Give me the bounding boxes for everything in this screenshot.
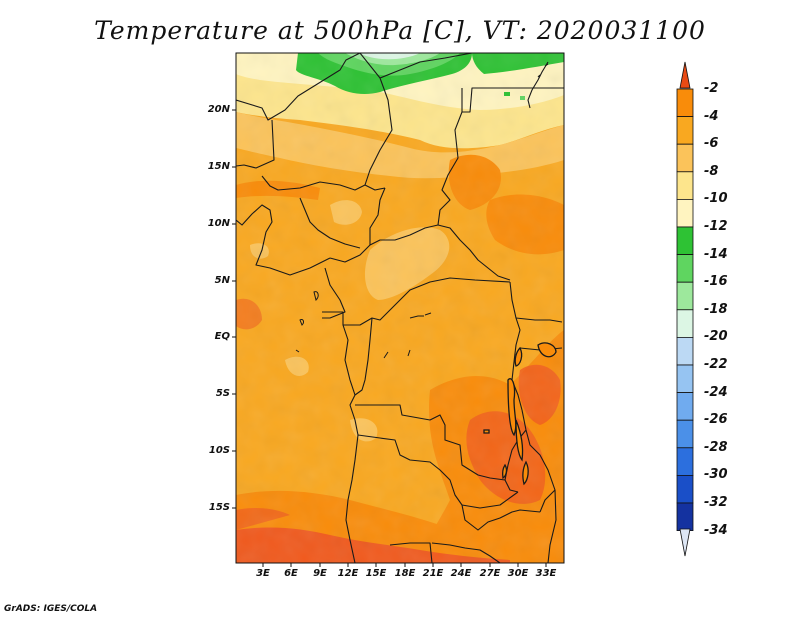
- lon-label-27e: 27E: [479, 568, 501, 579]
- colorbar-label: -22: [704, 357, 728, 372]
- lon-label-12e: 12E: [337, 568, 359, 579]
- colorbar-label: -28: [704, 439, 728, 455]
- colorbar-box: [676, 198, 694, 228]
- colorbar-box: [676, 309, 694, 338]
- colorbar-label: -14: [704, 246, 728, 262]
- colorbar-label: -16: [704, 274, 728, 290]
- lat-label-5s: 5S: [215, 388, 230, 399]
- lat-label-20n: 20N: [207, 104, 230, 115]
- colorbar-box: [676, 447, 694, 476]
- lat-label-5n: 5N: [214, 275, 230, 286]
- colorbar-label: -24: [704, 384, 728, 400]
- chart-title: Temperature at 500hPa [C], VT: 202003110…: [94, 16, 706, 45]
- colorbar-box: [676, 419, 694, 449]
- colorbar-label: -18: [704, 301, 728, 317]
- lon-label-21e: 21E: [422, 568, 444, 579]
- lat-label-10s: 10S: [208, 445, 230, 456]
- lon-label-6e: 6E: [284, 568, 298, 579]
- colorbar-box: [676, 226, 694, 256]
- colorbar-box: [676, 116, 694, 145]
- colorbar-label: -2: [704, 81, 719, 96]
- lon-label-9e: 9E: [313, 568, 327, 579]
- lon-ticks: [262, 563, 547, 567]
- lon-label-30e: 30E: [507, 568, 529, 579]
- lon-label-33e: 33E: [535, 568, 557, 579]
- colorbar-label: -30: [704, 467, 728, 483]
- colorbar-box: [676, 254, 694, 283]
- islands: [295, 291, 432, 359]
- colorbar-label: -26: [704, 412, 728, 428]
- country-borders: [236, 53, 564, 563]
- colorbar-over-arrow: [679, 61, 691, 89]
- lat-label-15s: 15S: [208, 502, 230, 513]
- colorbar-box: [676, 474, 694, 504]
- colorbar-under-arrow: [679, 528, 691, 557]
- colorbar-box: [676, 364, 694, 394]
- colorbar-label: -4: [704, 108, 719, 124]
- lon-label-18e: 18E: [394, 568, 416, 579]
- colorbar-label: -32: [704, 495, 728, 510]
- colorbar-box: [676, 88, 694, 118]
- colorbar-box: [676, 336, 694, 366]
- colorbar-box: [676, 392, 694, 421]
- lon-label-15e: 15E: [365, 568, 387, 579]
- credit-text: GrADS: IGES/COLA: [4, 604, 98, 614]
- colorbar-label: -20: [704, 329, 728, 345]
- coastline-red-sea: [527, 61, 549, 109]
- colorbar: [676, 61, 694, 557]
- lon-label-3e: 3E: [256, 568, 270, 579]
- colorbar-box: [676, 143, 694, 173]
- lat-label-eq: EQ: [214, 331, 230, 342]
- colorbar-label: -10: [704, 191, 728, 207]
- colorbar-label: -6: [704, 136, 719, 152]
- lakes: [483, 342, 557, 486]
- colorbar-box: [676, 281, 694, 311]
- temperature-field: [236, 53, 564, 563]
- colorbar-box: [676, 171, 694, 200]
- colorbar-label: -8: [704, 163, 719, 179]
- lat-label-10n: 10N: [207, 218, 230, 229]
- colorbar-label: -34: [704, 522, 728, 538]
- lat-label-15n: 15N: [207, 161, 230, 172]
- lat-ticks: [232, 109, 236, 509]
- colorbar-box: [676, 502, 694, 532]
- lon-label-24e: 24E: [450, 568, 472, 579]
- map-border: [235, 52, 565, 564]
- colorbar-label: -12: [704, 219, 728, 234]
